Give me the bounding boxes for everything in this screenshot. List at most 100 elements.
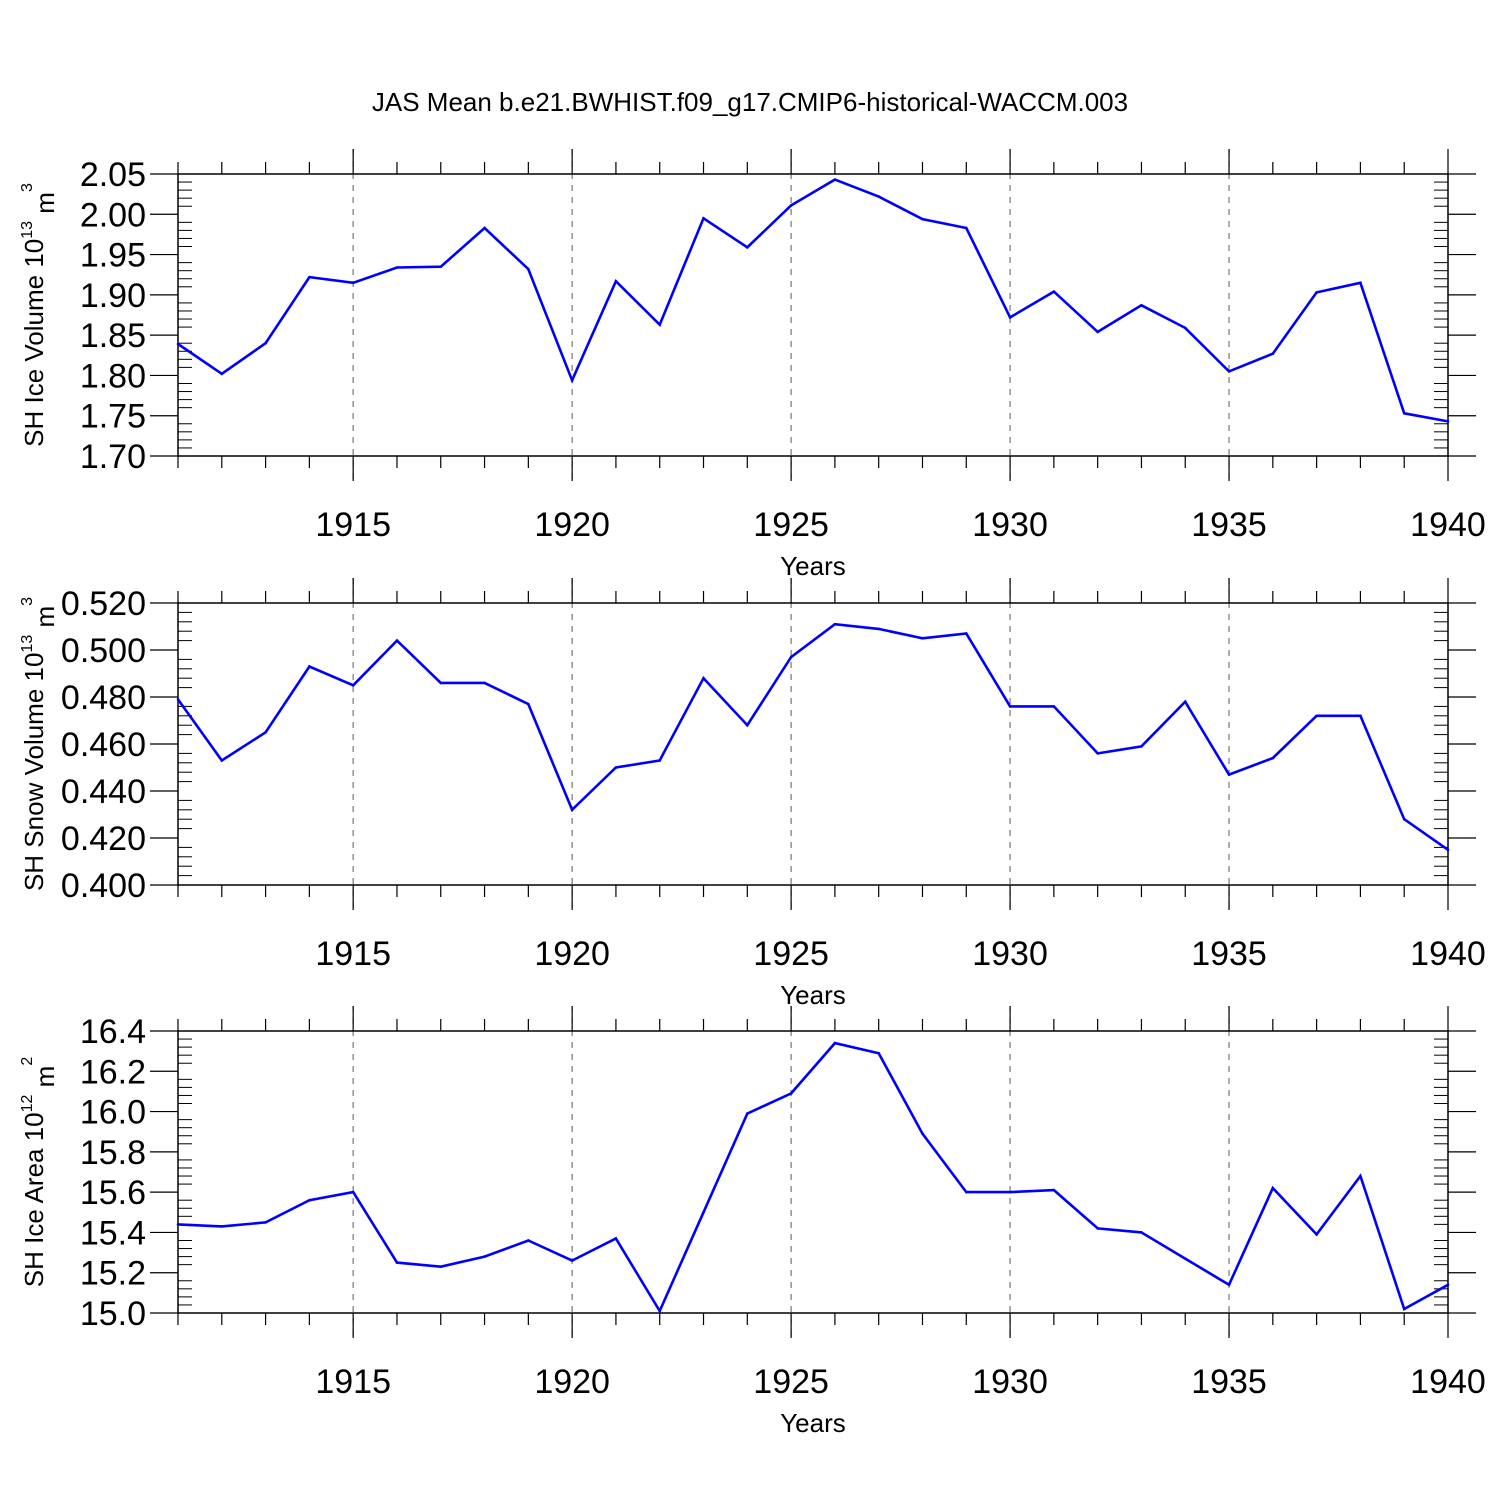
data-point [964,226,968,230]
y-tick-label: 0.420 [61,820,146,858]
data-point [1140,745,1143,748]
x-tick-label: 1925 [753,1363,829,1401]
data-point [658,323,662,326]
y-axis-label-part: m [30,192,60,221]
data-point [702,1210,705,1214]
data-point [1227,1283,1231,1287]
data-point [1315,1233,1318,1236]
data-point [921,636,924,640]
y-axis-label: SH Ice Volume 1013 m3 [19,183,60,447]
data-point [1402,411,1406,415]
data-point [877,195,880,198]
y-axis-label-part: SH Ice Volume 10 [19,239,49,447]
data-point [264,730,267,734]
data-point [395,266,399,269]
data-point [1271,352,1275,355]
data-point [1096,1227,1099,1230]
data-point [1271,1186,1275,1190]
data-point [351,1190,355,1194]
data-point [921,217,924,221]
x-tick-label: 1920 [534,935,610,973]
data-point [176,342,180,346]
x-tick-label: 1940 [1410,506,1486,544]
y-tick-label: 16.2 [80,1053,146,1091]
y-axis-label-part: 12 [19,1094,36,1112]
x-axis-label: Years [780,980,846,1010]
data-point [264,1221,267,1224]
series-line [177,178,1449,423]
data-point [1183,326,1187,330]
y-tick-label: 1.90 [80,277,146,315]
x-tick-label: 1915 [315,506,391,544]
y-axis-label-part: 13 [19,221,36,239]
data-point [527,702,530,706]
y-tick-label: 0.400 [61,867,146,905]
data-point [746,246,749,249]
data-point [308,275,311,279]
data-point [658,759,662,762]
data-point [789,1092,793,1095]
data-point [964,632,968,635]
data-point [964,1190,968,1194]
plot-frame [177,1030,1449,1314]
data-point [1140,1231,1143,1234]
data-point [1008,705,1012,708]
data-point [483,681,486,685]
x-tick-label: 1935 [1191,935,1267,973]
x-tick-label: 1930 [972,506,1048,544]
y-axis-label-part: m [30,1066,60,1095]
y-tick-label: 15.2 [80,1255,146,1293]
data-point [1227,370,1231,373]
data-point [1315,291,1318,294]
y-axis-label-part: 3 [19,183,36,192]
data-point [877,1051,880,1055]
data-point [395,1261,399,1264]
x-tick-label: 1940 [1410,1363,1486,1401]
data-point [308,1198,311,1202]
y-axis-label-part: 2 [19,1057,36,1066]
data-point [1096,752,1099,755]
data-point [395,639,399,642]
x-tick-label: 1915 [315,935,391,973]
series-line [177,1041,1449,1314]
data-point [1052,705,1056,708]
data-point [1140,304,1143,307]
data-point [614,1237,618,1240]
y-tick-label: 2.05 [80,156,146,194]
y-tick-label: 15.0 [80,1295,146,1333]
data-point [1359,1174,1362,1178]
data-point [1271,756,1275,760]
data-point [176,698,180,701]
data-point [1315,714,1318,718]
data-point [1359,714,1362,718]
y-tick-label: 15.4 [80,1214,146,1252]
data-point [220,372,224,376]
x-axis-label: Years [780,1408,846,1438]
plot-frame [177,602,1449,886]
x-tick-label: 1915 [315,1363,391,1401]
data-point [308,665,311,668]
x-tick-label: 1920 [534,506,610,544]
data-point [921,1132,924,1136]
data-point [264,341,267,345]
y-tick-label: 0.500 [61,632,146,670]
x-axis-label: Years [780,551,846,581]
data-point [1008,316,1012,319]
y-tick-label: 1.75 [80,398,146,436]
data-point [439,265,443,268]
panel-ice-volume: 1.701.751.801.851.901.952.002.05 1915 1920… [19,149,1486,581]
x-tick-label: 1935 [1191,506,1267,544]
y-tick-label: 0.460 [61,726,146,764]
data-point [702,676,705,680]
data-point [614,766,618,769]
data-point [1008,1190,1012,1194]
data-point [1446,420,1450,423]
data-point [570,808,574,812]
panel-snow-volume: 0.400 0.420 0.440 0.460 0.480 0.500 0.520 1915 1… [19,578,1486,1010]
plot-frame [177,173,1449,457]
data-point [176,1223,180,1226]
y-tick-label: 16.4 [80,1013,146,1051]
data-point [570,378,574,382]
data-point [483,226,486,230]
data-point [483,1255,486,1258]
